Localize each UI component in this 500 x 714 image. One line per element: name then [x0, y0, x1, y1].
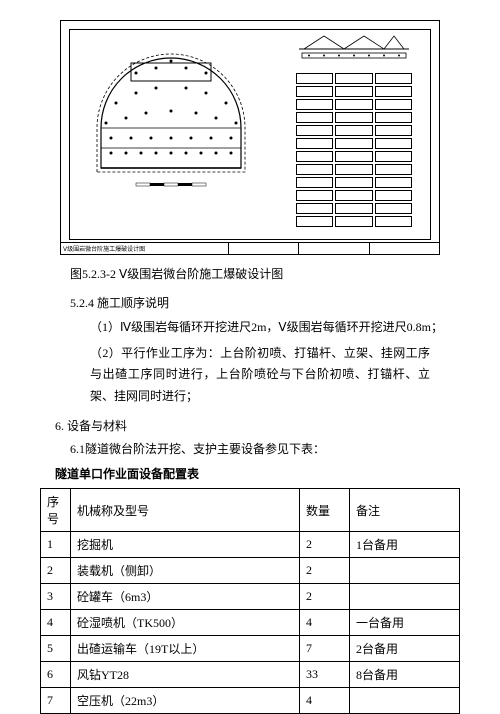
equipment-table-title: 隧道单口作业面设备配置表 — [55, 465, 460, 482]
cell-name: 砼罐车（6m3） — [71, 584, 300, 610]
figure-title-block: Ⅴ级围岩微台阶施工爆破设计图 — [61, 242, 439, 254]
table-row: 6 风钻YT28 33 8台备用 — [41, 662, 460, 688]
truss-schematic — [294, 31, 414, 61]
equipment-table: 序号 机械称及型号 数量 备注 1 挖掘机 2 1台备用 2 装载机（侧卸） 2… — [40, 488, 460, 714]
cell-name: 砼湿喷机（TK500） — [71, 610, 300, 636]
heading-6: 6. 设备与材料 — [55, 417, 460, 434]
para-5-2-4-1: （1）Ⅳ级围岩每循环开挖进尺2m，Ⅴ级围岩每循环开挖进尺0.8m； — [90, 317, 460, 339]
para-5-2-4-2: （2）平行作业工序为：上台阶初喷、打锚杆、立架、挂网工序与出碴工序同时进行，上台… — [90, 343, 430, 408]
th-name: 机械称及型号 — [71, 489, 300, 532]
cell-seq: 5 — [41, 636, 71, 662]
cell-seq: 2 — [41, 558, 71, 584]
table-row: 1 挖掘机 2 1台备用 — [41, 532, 460, 558]
cell-note: 2台备用 — [350, 636, 460, 662]
table-row: 4 砼湿喷机（TK500） 4 一台备用 — [41, 610, 460, 636]
cell-qty: 4 — [300, 610, 350, 636]
cell-note: 8台备用 — [350, 662, 460, 688]
titleblock-title: Ⅴ级围岩微台阶施工爆破设计图 — [61, 243, 229, 254]
cell-seq: 3 — [41, 584, 71, 610]
cell-name: 挖掘机 — [71, 532, 300, 558]
tunnel-cross-section-diagram — [81, 33, 261, 193]
cell-qty: 4 — [300, 688, 350, 714]
cell-note — [350, 688, 460, 714]
cell-qty: 2 — [300, 584, 350, 610]
cell-name: 空压机（22m3） — [71, 688, 300, 714]
cell-seq: 6 — [41, 662, 71, 688]
table-row: 2 装载机（侧卸） 2 — [41, 558, 460, 584]
titleblock-cell-2 — [299, 243, 369, 254]
cell-note: 1台备用 — [350, 532, 460, 558]
table-row: 7 空压机（22m3） 4 — [41, 688, 460, 714]
th-note: 备注 — [350, 489, 460, 532]
table-header-row: 序号 机械称及型号 数量 备注 — [41, 489, 460, 532]
cell-name: 装载机（侧卸） — [71, 558, 300, 584]
cell-seq: 7 — [41, 688, 71, 714]
cell-qty: 7 — [300, 636, 350, 662]
titleblock-cell-1 — [229, 243, 299, 254]
heading-5-2-4: 5.2.4 施工顺序说明 — [70, 294, 460, 311]
cell-note — [350, 584, 460, 610]
titleblock-cell-3 — [370, 243, 439, 254]
cell-qty: 2 — [300, 558, 350, 584]
figure-frame: Ⅴ级围岩微台阶施工爆破设计图 — [60, 20, 440, 255]
cell-qty: 33 — [300, 662, 350, 688]
cell-note — [350, 558, 460, 584]
cell-seq: 4 — [41, 610, 71, 636]
table-row: 5 出碴运输车（19T以上） 7 2台备用 — [41, 636, 460, 662]
cell-note: 一台备用 — [350, 610, 460, 636]
th-seq: 序号 — [41, 489, 71, 532]
th-qty: 数量 — [300, 489, 350, 532]
figure-caption: 图5.2.3-2 Ⅴ级围岩微台阶施工爆破设计图 — [70, 265, 460, 282]
table-row: 3 砼罐车（6m3） 2 — [41, 584, 460, 610]
figure-side-grid — [294, 71, 414, 229]
cell-name: 出碴运输车（19T以上） — [71, 636, 300, 662]
heading-6-1: 6.1隧道微台阶法开挖、支护主要设备参见下表： — [70, 440, 460, 457]
cell-seq: 1 — [41, 532, 71, 558]
cell-qty: 2 — [300, 532, 350, 558]
cell-name: 风钻YT28 — [71, 662, 300, 688]
